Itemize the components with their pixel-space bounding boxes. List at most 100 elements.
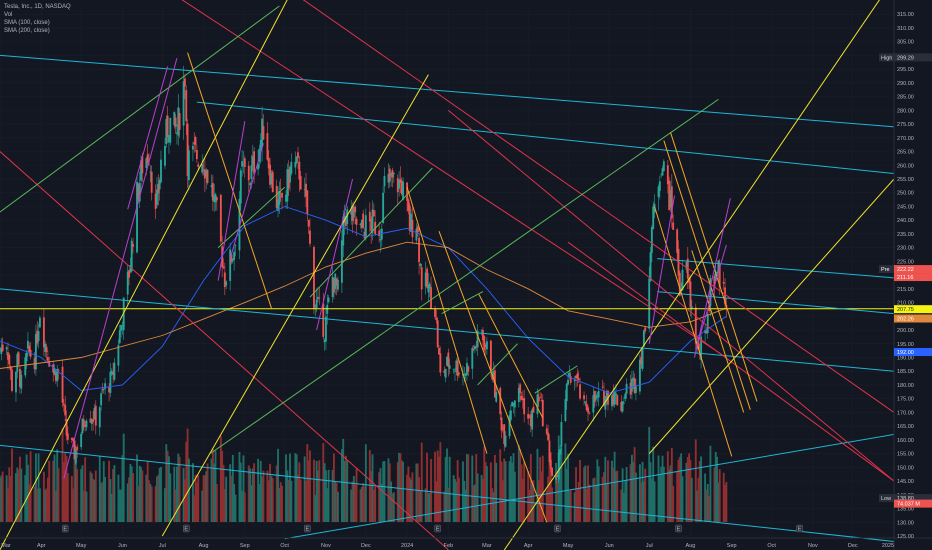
volume-bar	[352, 476, 355, 522]
volume-bar	[379, 468, 382, 522]
trendline-green[interactable]	[477, 343, 518, 386]
trendline-cyan[interactable]	[0, 54, 895, 128]
candle-body	[428, 283, 431, 289]
volume-bar	[277, 448, 279, 522]
trendline-yellow[interactable]	[648, 178, 895, 454]
trendline-green[interactable]	[0, 5, 280, 213]
trendlines[interactable]	[0, 0, 895, 550]
candle-body	[597, 391, 600, 398]
candle-body	[577, 378, 580, 381]
volume-bar	[350, 489, 353, 522]
trendline-cyan[interactable]	[284, 433, 895, 540]
trendline-cyan[interactable]	[0, 444, 895, 542]
candle-body	[438, 347, 440, 355]
trendline-red[interactable]	[162, 0, 727, 358]
trendline-green[interactable]	[217, 186, 286, 249]
trendline-cyan[interactable]	[657, 291, 895, 315]
volume-bar	[359, 489, 362, 522]
candle-body	[325, 316, 327, 342]
candle-body	[323, 339, 326, 343]
volume-bar	[374, 486, 377, 522]
trendline-orange[interactable]	[663, 140, 751, 410]
trendline-yellow[interactable]	[499, 0, 894, 550]
candle-body	[8, 354, 11, 365]
candle-body	[697, 341, 700, 349]
trendline-magenta[interactable]	[697, 244, 727, 342]
trendline-orange[interactable]	[654, 206, 733, 457]
sma200-line	[0, 241, 727, 369]
earnings-marker-label: E	[184, 527, 188, 533]
volume-bar	[540, 471, 543, 522]
earnings-marker	[675, 524, 682, 533]
volume-bar	[38, 488, 41, 522]
y-tick-label: 245.00	[897, 204, 914, 210]
trendline-orange[interactable]	[478, 294, 544, 419]
trendline-green[interactable]	[209, 98, 719, 455]
candle-body	[560, 421, 563, 447]
volume-bar	[61, 428, 64, 522]
trendline-cyan[interactable]	[657, 258, 895, 279]
y-tick-label: 310.00	[897, 26, 914, 32]
trendline-magenta[interactable]	[217, 121, 246, 281]
candle-body	[203, 169, 206, 179]
earnings-marker	[304, 524, 311, 533]
trendline-red[interactable]	[285, 0, 895, 413]
volume-bar	[411, 472, 414, 522]
volume-bar	[658, 475, 661, 522]
candle-body	[90, 420, 93, 425]
trendline-yellow[interactable]	[161, 74, 429, 537]
volume-bar	[197, 475, 200, 522]
candle-body	[158, 179, 161, 190]
sma200-legend[interactable]: SMA (200, close)	[4, 28, 50, 34]
x-tick-label: Dec	[361, 543, 371, 549]
earnings-marker-label: E	[677, 527, 681, 533]
trendline-magenta[interactable]	[648, 195, 675, 344]
trendline-red[interactable]	[448, 109, 895, 482]
volume-bar	[101, 482, 104, 522]
volume-bar	[259, 460, 262, 522]
candle-body	[638, 359, 641, 392]
candle-body	[350, 210, 353, 215]
x-tick-label: Feb	[444, 543, 453, 549]
trendline-cyan[interactable]	[196, 101, 895, 175]
volume-bar	[603, 472, 605, 522]
trendline-green[interactable]	[441, 291, 484, 315]
trendline-magenta[interactable]	[127, 66, 169, 210]
candle-body	[168, 135, 170, 143]
trendline-green[interactable]	[534, 365, 578, 394]
candle-body	[271, 171, 274, 193]
candle-body	[611, 395, 613, 407]
x-tick-label: Nov	[321, 543, 331, 549]
trendline-orange[interactable]	[691, 250, 745, 413]
trendline-magenta[interactable]	[229, 143, 264, 259]
candle-body	[430, 287, 432, 309]
candle-body	[277, 199, 279, 211]
volume-legend[interactable]: Vol	[4, 12, 13, 18]
candle-body	[93, 407, 96, 420]
volume-bar	[65, 455, 68, 522]
trendline-orange[interactable]	[406, 187, 488, 454]
candle-body	[118, 330, 121, 344]
candle-body	[70, 437, 73, 440]
symbol-title[interactable]: Tesla, Inc., 1D, NASDAQ	[4, 4, 71, 10]
trendline-orange[interactable]	[438, 231, 548, 523]
volume-bar	[221, 450, 224, 522]
trendline-magenta[interactable]	[316, 178, 354, 331]
trendline-green[interactable]	[309, 167, 433, 298]
trendline-orange[interactable]	[187, 52, 272, 309]
volume-bar	[251, 468, 254, 522]
sma100-legend[interactable]: SMA (100, close)	[4, 20, 50, 26]
trendline-orange[interactable]	[670, 132, 758, 402]
y-tick-label: 200.00	[897, 328, 914, 334]
trendline-red[interactable]	[0, 151, 449, 550]
candle-body	[230, 254, 233, 263]
trendline-yellow[interactable]	[0, 0, 294, 550]
volume-bar	[270, 476, 273, 522]
trendline-magenta[interactable]	[63, 58, 178, 479]
y-tick-label: 135.00	[897, 507, 914, 513]
candle-body	[579, 384, 581, 399]
volume-bar	[239, 462, 242, 522]
trendline-magenta[interactable]	[693, 198, 731, 358]
